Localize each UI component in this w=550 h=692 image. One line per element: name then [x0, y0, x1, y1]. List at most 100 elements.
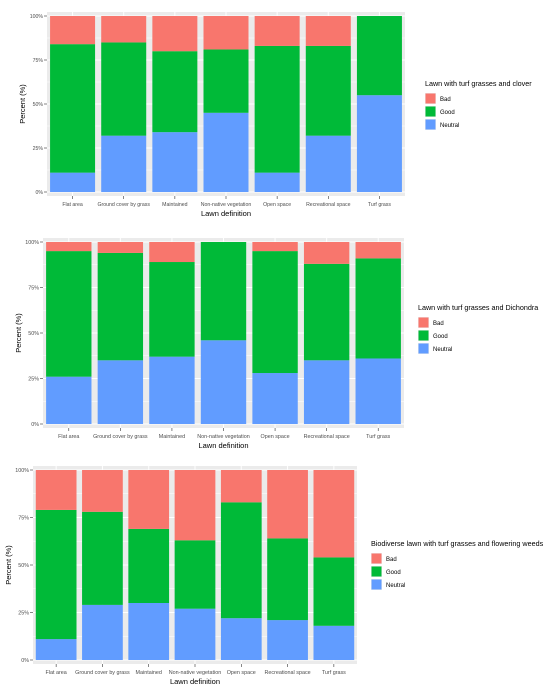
bar-neutral-1 [46, 376, 92, 424]
y-axis-title: Percent (%) [18, 84, 27, 124]
bar-bad-3 [149, 242, 195, 263]
bar-bad-3 [152, 16, 198, 52]
legend-label-good: Good [440, 110, 455, 116]
bar-neutral-6 [267, 620, 308, 660]
x-tick-label: Flat area [46, 670, 67, 676]
bar-good-2 [82, 511, 123, 605]
bar-bad-5 [254, 16, 300, 46]
bar-neutral-3 [152, 132, 198, 192]
bar-good-6 [303, 263, 350, 361]
bar-bad-6 [303, 242, 350, 264]
bar-neutral-6 [303, 360, 350, 424]
y-tick-label: 25% [33, 146, 44, 152]
bar-good-3 [128, 528, 170, 603]
legend-swatch-good [371, 566, 382, 577]
bar-good-1 [50, 44, 96, 173]
legend-title: Biodiverse lawn with turf grasses and fl… [371, 539, 544, 548]
x-tick-label: Turf grass [322, 670, 346, 676]
x-tick-label: Ground cover by grass [75, 670, 130, 676]
bar-neutral-5 [220, 618, 262, 660]
legend: Lawn with turf grasses and Dichondra Bad G… [418, 303, 538, 354]
y-tick-label: 25% [18, 611, 29, 617]
x-axis-title: Lawn definition [198, 441, 248, 450]
x-tick-label: Maintained [162, 202, 187, 208]
legend-swatch-bad [425, 93, 436, 104]
y-tick-label: 75% [18, 516, 29, 522]
y-tick-label: 25% [28, 377, 39, 383]
bar-bad-7 [313, 470, 355, 558]
x-tick-label: Open space [263, 202, 291, 208]
chart-panel-3: 0% 25% 50% 75% 100% Flat area Ground cover by … [4, 466, 544, 686]
bar-good-5 [254, 45, 300, 173]
x-tick-label: Flat area [58, 434, 79, 440]
bar-good-4 [203, 49, 249, 113]
legend-label-neutral: Neutral [440, 123, 459, 129]
y-axis-title: Percent (%) [4, 545, 13, 585]
legend-title: Lawn with turf grasses and clover [425, 79, 532, 88]
chart-panel-1: 0% 25% 50% 75% 100% Flat area Ground cover by … [18, 12, 532, 218]
x-tick-label: Non-native vegetation [169, 670, 221, 676]
legend: Biodiverse lawn with turf grasses and fl… [371, 539, 544, 590]
bar-bad-6 [305, 16, 351, 46]
y-tick-label: 50% [28, 331, 39, 337]
bar-neutral-2 [82, 604, 123, 660]
bar-bad-1 [46, 242, 92, 252]
bar-neutral-7 [355, 358, 401, 424]
x-tick-label: Recreational space [304, 434, 350, 440]
bar-good-6 [305, 45, 351, 136]
legend-swatch-neutral [371, 579, 382, 590]
legend-label-good: Good [386, 570, 401, 576]
bar-good-2 [101, 42, 147, 136]
x-tick-label: Non-native vegetation [201, 202, 252, 208]
x-tick-label: Recreational space [306, 202, 351, 208]
bar-neutral-4 [174, 608, 216, 660]
legend-swatch-good [418, 330, 429, 341]
legend-swatch-neutral [418, 343, 429, 354]
x-axis-title: Lawn definition [170, 677, 220, 686]
bar-bad-1 [50, 16, 96, 45]
legend-swatch-bad [418, 317, 429, 328]
y-tick-label: 100% [30, 14, 44, 20]
legend-swatch-good [425, 106, 436, 117]
legend: Lawn with turf grasses and clover Bad Good… [425, 79, 532, 130]
bar-good-3 [149, 262, 195, 357]
x-tick-label: Flat area [62, 202, 83, 208]
y-tick-label: 50% [18, 563, 29, 569]
bar-bad-5 [252, 242, 298, 252]
x-tick-label: Turf grass [368, 202, 392, 208]
legend-label-bad: Bad [433, 321, 444, 327]
x-tick-label: Open space [261, 434, 290, 440]
bar-neutral-5 [252, 373, 298, 424]
bar-good-3 [152, 51, 198, 133]
legend-label-neutral: Neutral [386, 583, 405, 589]
bar-bad-2 [97, 242, 144, 253]
bar-neutral-7 [313, 625, 355, 660]
x-tick-label: Ground cover by grass [93, 434, 148, 440]
x-tick-label: Turf grass [366, 434, 390, 440]
bar-neutral-2 [101, 135, 147, 192]
bar-good-1 [35, 509, 77, 640]
bar-neutral-7 [356, 95, 402, 192]
bar-good-2 [97, 252, 144, 361]
bar-neutral-1 [35, 639, 77, 660]
bar-neutral-5 [254, 172, 300, 192]
bar-bad-2 [82, 470, 123, 512]
x-axis-title: Lawn definition [201, 209, 251, 218]
bar-good-4 [174, 540, 216, 609]
y-axis-title: Percent (%) [14, 313, 23, 353]
x-tick-label: Non-native vegetation [197, 434, 249, 440]
bar-neutral-4 [203, 112, 249, 192]
y-tick-label: 100% [25, 240, 39, 246]
legend-label-bad: Bad [386, 557, 397, 563]
y-tick-label: 100% [15, 468, 29, 474]
legend-label-neutral: Neutral [433, 347, 452, 353]
y-tick-label: 75% [28, 286, 39, 292]
bar-good-5 [252, 251, 298, 374]
legend-label-good: Good [433, 334, 448, 340]
bar-neutral-3 [128, 603, 170, 660]
y-tick-label: 0% [36, 190, 44, 196]
bar-neutral-2 [97, 360, 144, 424]
bar-neutral-3 [149, 356, 195, 424]
y-tick-label: 0% [21, 658, 29, 664]
